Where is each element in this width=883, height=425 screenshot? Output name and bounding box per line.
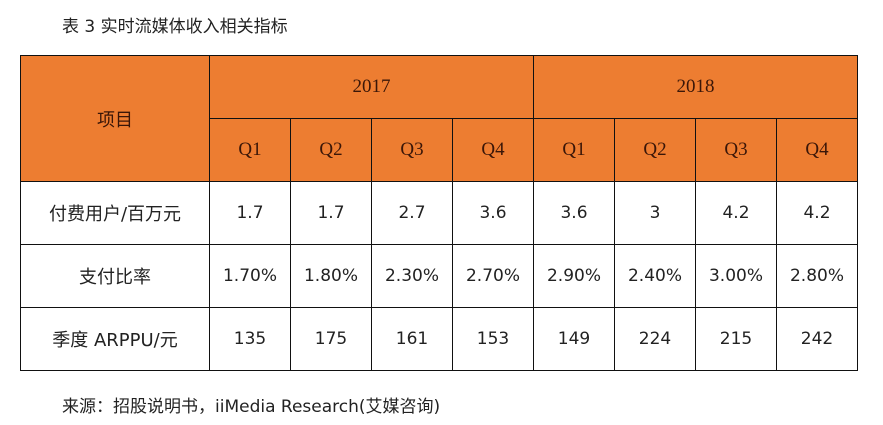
table-cell: 175 [290, 307, 372, 371]
table-row: 支付比率 1.70% 1.80% 2.30% 2.70% 2.90% 2.40% 3.00% 2… [20, 244, 858, 308]
quarter-header: Q2 [290, 118, 372, 182]
table-cell: 3 [614, 181, 696, 245]
table-cell: 2.30% [371, 244, 453, 308]
data-table: 项目 2017 2018 Q1 Q2 Q3 Q4 Q1 Q2 Q3 Q4 付费用户/百万元 1.… [20, 55, 858, 371]
quarter-header: Q1 [533, 118, 615, 182]
table-row: 季度 ARPPU/元 135 175 161 153 149 224 215 242 [20, 307, 858, 371]
year-header: 2018 [533, 55, 858, 119]
table-cell: 3.00% [695, 244, 777, 308]
table-cell: 2.80% [776, 244, 858, 308]
table-title: 表 3 实时流媒体收入相关指标 [62, 17, 288, 37]
row-label: 季度 ARPPU/元 [20, 307, 210, 371]
table-cell: 242 [776, 307, 858, 371]
table-cell: 215 [695, 307, 777, 371]
table-cell: 224 [614, 307, 696, 371]
table-cell: 3.6 [533, 181, 615, 245]
table-cell: 2.70% [452, 244, 534, 308]
table-cell: 153 [452, 307, 534, 371]
table-cell: 2.40% [614, 244, 696, 308]
year-header: 2017 [209, 55, 534, 119]
table-cell: 1.7 [209, 181, 291, 245]
quarter-header: Q2 [614, 118, 696, 182]
table-cell: 135 [209, 307, 291, 371]
table-cell: 3.6 [452, 181, 534, 245]
row-label: 付费用户/百万元 [20, 181, 210, 245]
source-note: 来源：招股说明书，iiMedia Research(艾媒咨询) [62, 397, 441, 417]
quarter-header: Q4 [776, 118, 858, 182]
table-cell: 149 [533, 307, 615, 371]
table-row: 付费用户/百万元 1.7 1.7 2.7 3.6 3.6 3 4.2 4.2 [20, 181, 858, 245]
table-cell: 1.70% [209, 244, 291, 308]
quarter-header: Q4 [452, 118, 534, 182]
table-cell: 4.2 [776, 181, 858, 245]
table-cell: 1.80% [290, 244, 372, 308]
row-label: 支付比率 [20, 244, 210, 308]
quarter-header: Q3 [371, 118, 453, 182]
table-cell: 4.2 [695, 181, 777, 245]
table-cell: 2.7 [371, 181, 453, 245]
table-cell: 1.7 [290, 181, 372, 245]
table-cell: 2.90% [533, 244, 615, 308]
quarter-header: Q3 [695, 118, 777, 182]
quarter-header: Q1 [209, 118, 291, 182]
table-cell: 161 [371, 307, 453, 371]
row-header: 项目 [20, 55, 210, 182]
